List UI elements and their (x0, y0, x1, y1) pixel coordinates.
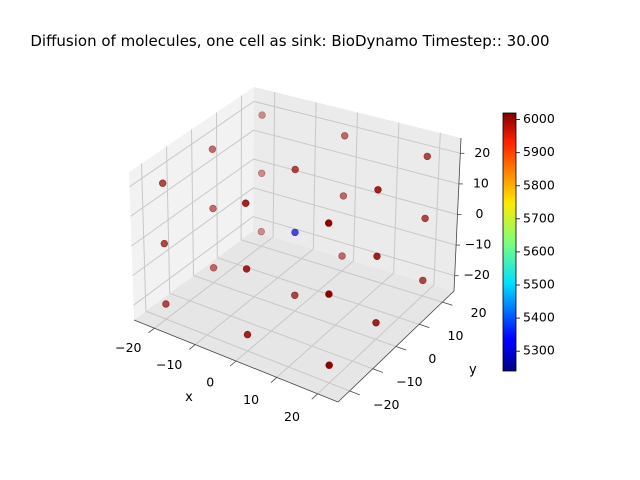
data-point (209, 264, 218, 272)
data-point (257, 227, 265, 236)
y-tick-mark (372, 368, 384, 373)
z-tick-label: −20 (464, 267, 490, 282)
colorbar-gradient (502, 112, 517, 372)
grid-z-back (252, 216, 455, 277)
data-point (162, 300, 170, 308)
x-tick-label: 20 (284, 409, 300, 424)
colorbar-tick-label: 5500 (523, 277, 555, 292)
z-tick-label: −10 (465, 237, 491, 252)
data-point (243, 330, 252, 339)
data-point (325, 361, 333, 369)
z-tick-label: 10 (473, 175, 489, 190)
grid-y-floor (193, 275, 397, 347)
colorbar-tick-label: 5400 (523, 310, 555, 325)
y-tick-mark (442, 301, 453, 306)
x-tick-label: 10 (243, 392, 259, 407)
data-point (423, 152, 431, 161)
axes-edges (133, 137, 465, 403)
colorbar-tick-label: 5900 (523, 144, 555, 159)
grid-y-floor (217, 257, 420, 325)
colorbar-tick-label: 5300 (523, 343, 555, 358)
y-tick-label: 10 (448, 328, 464, 343)
y-tick-label: 20 (471, 305, 487, 320)
data-point (159, 179, 167, 187)
z-tick-label: 0 (476, 206, 484, 221)
pane-back (253, 87, 461, 291)
y-tick-mark (419, 323, 430, 329)
grid-z-left (133, 216, 254, 306)
grid-z-back (253, 100, 461, 154)
x-tick-label: −20 (115, 340, 141, 355)
x-tick-mark (189, 344, 196, 350)
grid-z-left (130, 129, 254, 217)
data-point (291, 228, 299, 237)
data-point (258, 111, 266, 119)
grid-y-floor (145, 310, 350, 392)
data-point (325, 290, 333, 298)
x-tick-mark (229, 360, 237, 367)
x-axis-label: x (185, 390, 193, 405)
data-point (325, 219, 333, 227)
colorbar: 5300 5400 5500 5600 5700 5800 5900 6000 (502, 111, 555, 372)
data-point (419, 276, 427, 285)
data-point (209, 204, 217, 213)
chart-title: Diffusion of molecules, one cell as sink… (30, 32, 550, 50)
grid-z-left (132, 187, 254, 277)
colorbar-tick-label: 5600 (523, 243, 555, 258)
y-axis-label: y (469, 363, 477, 378)
data-point (339, 192, 348, 200)
data-point (372, 319, 380, 327)
x-tick-label: −10 (156, 357, 182, 372)
data-point (373, 252, 381, 260)
grid-z-back (253, 158, 458, 215)
x-tick-mark (270, 377, 278, 383)
grid-z-back (253, 187, 457, 246)
data-point (291, 165, 299, 174)
data-point (208, 145, 217, 153)
data-point (242, 199, 250, 207)
data-point (338, 252, 346, 260)
colorbar-tick-label: 5700 (523, 210, 555, 225)
z-tick-label: 20 (474, 145, 490, 160)
data-point (160, 239, 169, 248)
colorbar-tick-label: 6000 (523, 111, 555, 126)
pane-floor (134, 231, 454, 402)
data-points (159, 111, 431, 369)
grid-lines (129, 92, 461, 395)
grid-z-left (129, 100, 255, 188)
grid-z-left (131, 158, 254, 247)
data-point (374, 186, 382, 194)
grid-y-floor (169, 292, 373, 370)
data-point (421, 214, 429, 223)
data-point (258, 169, 266, 178)
grid-y-floor (240, 239, 443, 303)
x-tick-label: 0 (206, 375, 214, 390)
y-tick-label: 0 (428, 351, 436, 366)
grid-z-back (253, 129, 460, 185)
data-point (242, 265, 251, 273)
axes-panes (129, 87, 461, 402)
colorbar-tick-label: 5800 (523, 177, 555, 192)
x-tick-mark (148, 327, 155, 334)
y-tick-label: −20 (373, 397, 399, 412)
y-tick-label: −10 (396, 374, 422, 389)
data-point (341, 132, 349, 140)
y-tick-mark (349, 390, 360, 396)
y-tick-mark (395, 346, 407, 351)
tick-labels: −20 −10 0 10 20 −20 −10 0 10 20 −20 −10 0 10 20 (115, 145, 491, 424)
x-tick-mark (311, 393, 318, 400)
data-point (291, 291, 299, 299)
